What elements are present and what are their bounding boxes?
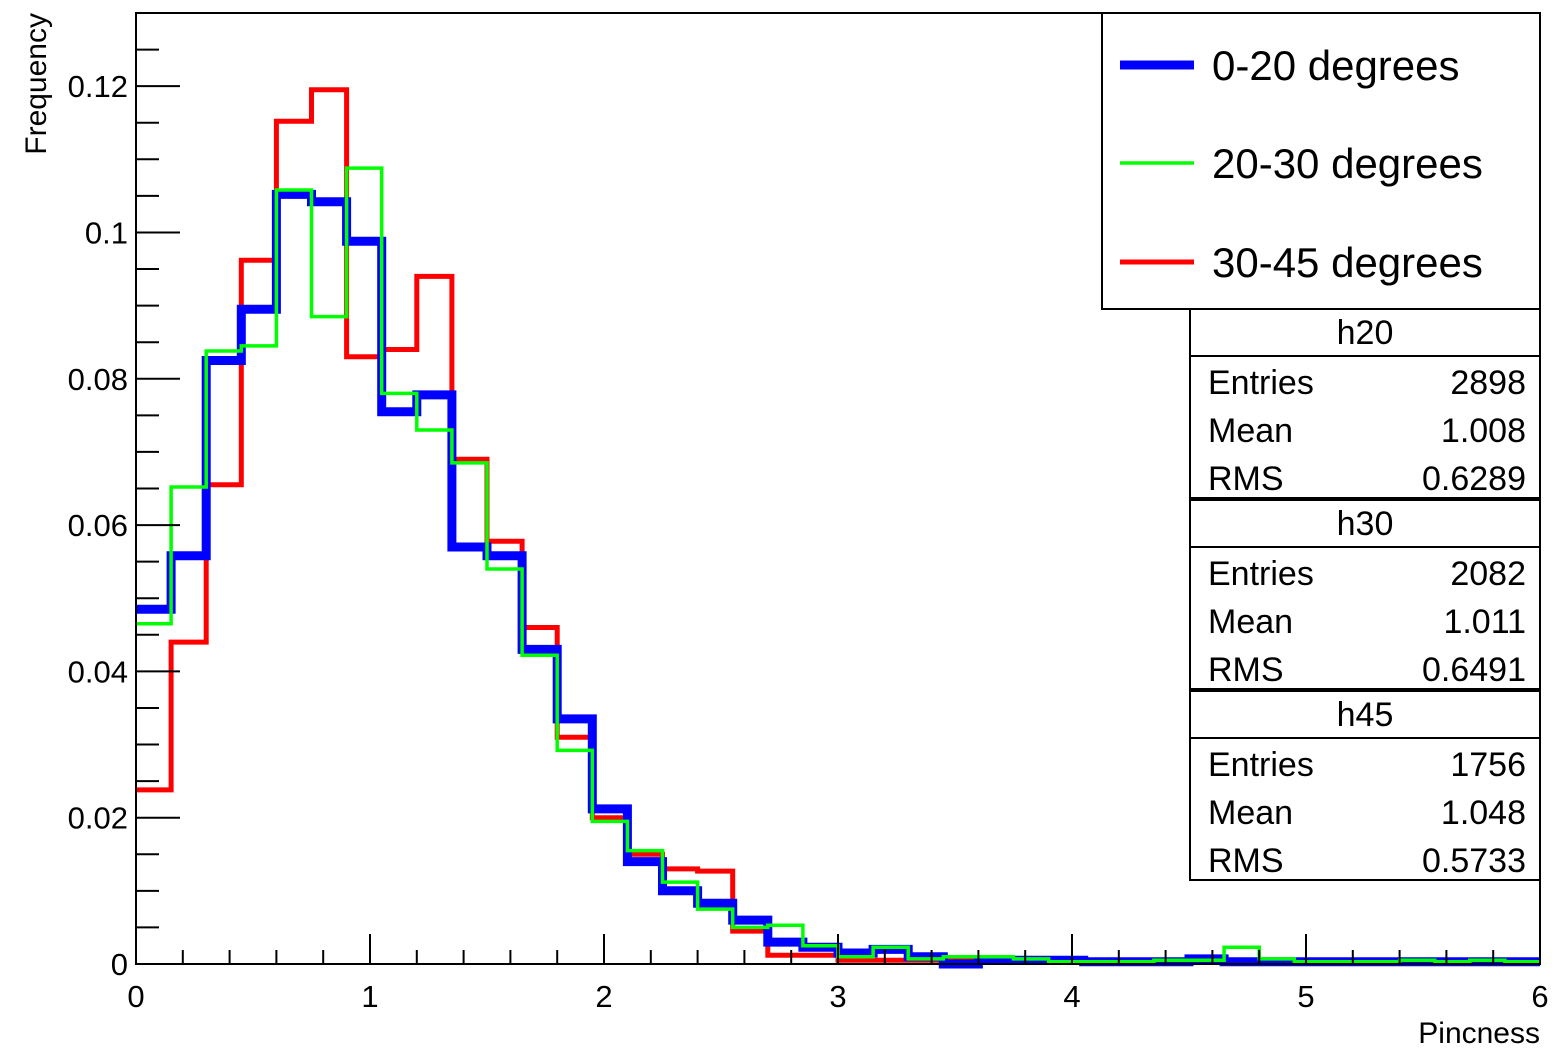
y-tick-label: 0.02 <box>68 801 128 836</box>
legend-entry-label: 30-45 degrees <box>1212 239 1483 286</box>
stats-box-h20 <box>1189 308 1541 499</box>
y-axis-title: Frequency <box>20 13 53 155</box>
stats-value: 1.011 <box>1443 603 1526 641</box>
y-tick-label: 0 <box>111 947 128 982</box>
x-tick-label: 6 <box>1531 979 1548 1014</box>
stats-value: 0.6491 <box>1422 651 1526 689</box>
x-tick-label: 2 <box>595 979 612 1014</box>
histogram-series-layer <box>136 87 1540 969</box>
stats-title: h20 <box>1337 314 1394 352</box>
stats-label: RMS <box>1208 651 1284 689</box>
axes-layer: 0 1 2 3 4 5 6 0 0.02 0.04 0.06 0.08 0.1 0.12 Pincness F… <box>20 12 1549 1050</box>
stats-title: h45 <box>1337 696 1394 734</box>
x-tick-label: 4 <box>1063 979 1080 1014</box>
stats-value: 2898 <box>1450 364 1526 402</box>
stats-label: Mean <box>1208 794 1293 832</box>
legend: 0-20 degrees 20-30 degrees 30-45 degrees <box>1101 12 1541 310</box>
x-tick-label: 1 <box>361 979 378 1014</box>
stats-value: 2082 <box>1450 555 1526 593</box>
stats-label: Mean <box>1208 412 1293 450</box>
series-20-30-degrees <box>136 166 1540 964</box>
stats-box-h45 <box>1189 690 1541 881</box>
stats-label: Entries <box>1208 555 1314 593</box>
x-tick-label: 5 <box>1297 979 1314 1014</box>
stats-value: 1.048 <box>1441 794 1526 832</box>
stats-label: Entries <box>1208 746 1314 784</box>
stats-value: 0.5733 <box>1422 842 1526 880</box>
x-tick-label: 0 <box>127 979 144 1014</box>
stats-box-h30 <box>1189 499 1541 690</box>
legend-entry-label: 20-30 degrees <box>1212 140 1483 187</box>
stats-label: Entries <box>1208 364 1314 402</box>
stats-value: 0.6289 <box>1422 460 1526 498</box>
stats-value: 1756 <box>1450 746 1526 784</box>
stats-label: RMS <box>1208 842 1284 880</box>
legend-entry-label: 0-20 degrees <box>1212 42 1460 89</box>
y-tick-label: 0.06 <box>68 508 128 543</box>
x-axis-title: Pincness <box>1418 1017 1540 1050</box>
stats-value: 1.008 <box>1441 412 1526 450</box>
stats-label: Mean <box>1208 603 1293 641</box>
stats-boxes: h20 Entries 2898 Mean 1.008 RMS 0.6289 h30 Entri… <box>1189 308 1541 881</box>
y-tick-label: 0.04 <box>68 654 128 689</box>
stats-title: h30 <box>1337 505 1394 543</box>
x-tick-label: 3 <box>829 979 846 1014</box>
y-tick-label: 0.08 <box>68 362 128 397</box>
y-tick-label: 0.12 <box>68 69 128 104</box>
stats-label: RMS <box>1208 460 1284 498</box>
y-tick-label: 0.1 <box>85 215 128 250</box>
